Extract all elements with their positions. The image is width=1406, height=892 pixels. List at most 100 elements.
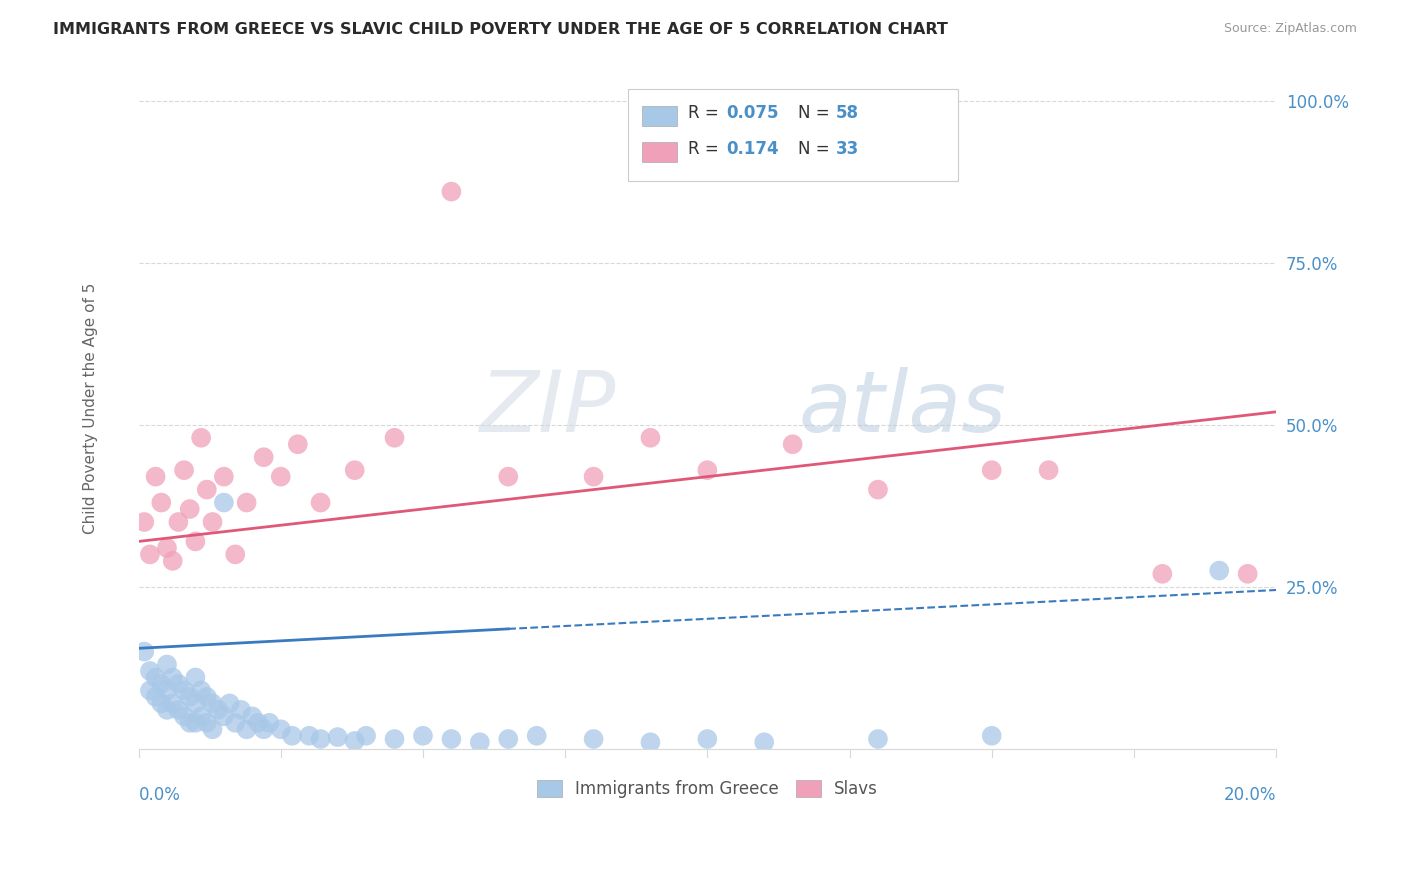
Point — [212, 495, 235, 509]
Point — [526, 729, 548, 743]
Text: 0.0%: 0.0% — [139, 786, 180, 804]
Point — [640, 735, 662, 749]
Point — [162, 554, 184, 568]
FancyBboxPatch shape — [643, 142, 676, 162]
Point — [139, 664, 162, 678]
Point — [212, 469, 235, 483]
Point — [201, 697, 224, 711]
Point — [696, 731, 718, 746]
Point — [866, 483, 889, 497]
Point — [201, 723, 224, 737]
Point — [224, 715, 246, 730]
Point — [980, 729, 1002, 743]
Point — [384, 431, 406, 445]
Point — [582, 469, 605, 483]
Point — [270, 469, 292, 483]
Point — [195, 483, 218, 497]
Point — [184, 697, 207, 711]
Point — [1236, 566, 1258, 581]
Point — [218, 697, 240, 711]
Text: 33: 33 — [837, 140, 859, 159]
Text: ZIP: ZIP — [479, 368, 616, 450]
Point — [134, 515, 156, 529]
Point — [298, 729, 321, 743]
Point — [343, 463, 366, 477]
Point — [184, 670, 207, 684]
Point — [201, 515, 224, 529]
Point — [162, 697, 184, 711]
Point — [167, 677, 190, 691]
Point — [640, 431, 662, 445]
FancyBboxPatch shape — [643, 106, 676, 127]
Point — [156, 703, 179, 717]
Point — [440, 731, 463, 746]
Text: R =: R = — [688, 140, 724, 159]
Point — [179, 502, 201, 516]
Point — [145, 469, 167, 483]
Point — [179, 715, 201, 730]
Point — [156, 657, 179, 672]
Text: IMMIGRANTS FROM GREECE VS SLAVIC CHILD POVERTY UNDER THE AGE OF 5 CORRELATION CH: IMMIGRANTS FROM GREECE VS SLAVIC CHILD P… — [53, 22, 948, 37]
Point — [253, 723, 276, 737]
Point — [184, 715, 207, 730]
Text: 0.075: 0.075 — [727, 104, 779, 122]
Point — [207, 703, 229, 717]
Text: Child Poverty Under the Age of 5: Child Poverty Under the Age of 5 — [83, 283, 98, 534]
Point — [235, 723, 257, 737]
Point — [496, 731, 519, 746]
Point — [326, 730, 349, 744]
Text: 0.174: 0.174 — [727, 140, 779, 159]
Point — [412, 729, 434, 743]
FancyBboxPatch shape — [627, 89, 957, 181]
Legend: Immigrants from Greece, Slavs: Immigrants from Greece, Slavs — [530, 773, 884, 805]
Point — [468, 735, 491, 749]
Point — [212, 709, 235, 723]
Point — [150, 677, 173, 691]
Point — [179, 690, 201, 704]
Point — [190, 709, 212, 723]
Point — [173, 463, 195, 477]
Point — [440, 185, 463, 199]
Point — [309, 731, 332, 746]
Point — [782, 437, 804, 451]
Point — [150, 495, 173, 509]
Point — [156, 683, 179, 698]
Text: R =: R = — [688, 104, 724, 122]
Point — [224, 548, 246, 562]
Point — [150, 697, 173, 711]
Text: atlas: atlas — [799, 368, 1007, 450]
Point — [173, 709, 195, 723]
Point — [247, 715, 270, 730]
Point — [195, 715, 218, 730]
Point — [253, 450, 276, 465]
Point — [754, 735, 776, 749]
Point — [343, 734, 366, 748]
Text: Source: ZipAtlas.com: Source: ZipAtlas.com — [1223, 22, 1357, 36]
Point — [167, 703, 190, 717]
Point — [173, 683, 195, 698]
Point — [145, 670, 167, 684]
Text: N =: N = — [799, 104, 835, 122]
Point — [162, 670, 184, 684]
Point — [229, 703, 252, 717]
Point — [309, 495, 332, 509]
Point — [139, 548, 162, 562]
Point — [354, 729, 377, 743]
Point — [1208, 564, 1230, 578]
Point — [139, 683, 162, 698]
Point — [287, 437, 309, 451]
Point — [145, 690, 167, 704]
Text: 58: 58 — [837, 104, 859, 122]
Point — [195, 690, 218, 704]
Text: 20.0%: 20.0% — [1223, 786, 1277, 804]
Point — [184, 534, 207, 549]
Point — [980, 463, 1002, 477]
Point — [496, 469, 519, 483]
Point — [167, 515, 190, 529]
Point — [270, 723, 292, 737]
Point — [866, 731, 889, 746]
Point — [240, 709, 263, 723]
Point — [235, 495, 257, 509]
Point — [281, 729, 304, 743]
Text: N =: N = — [799, 140, 835, 159]
